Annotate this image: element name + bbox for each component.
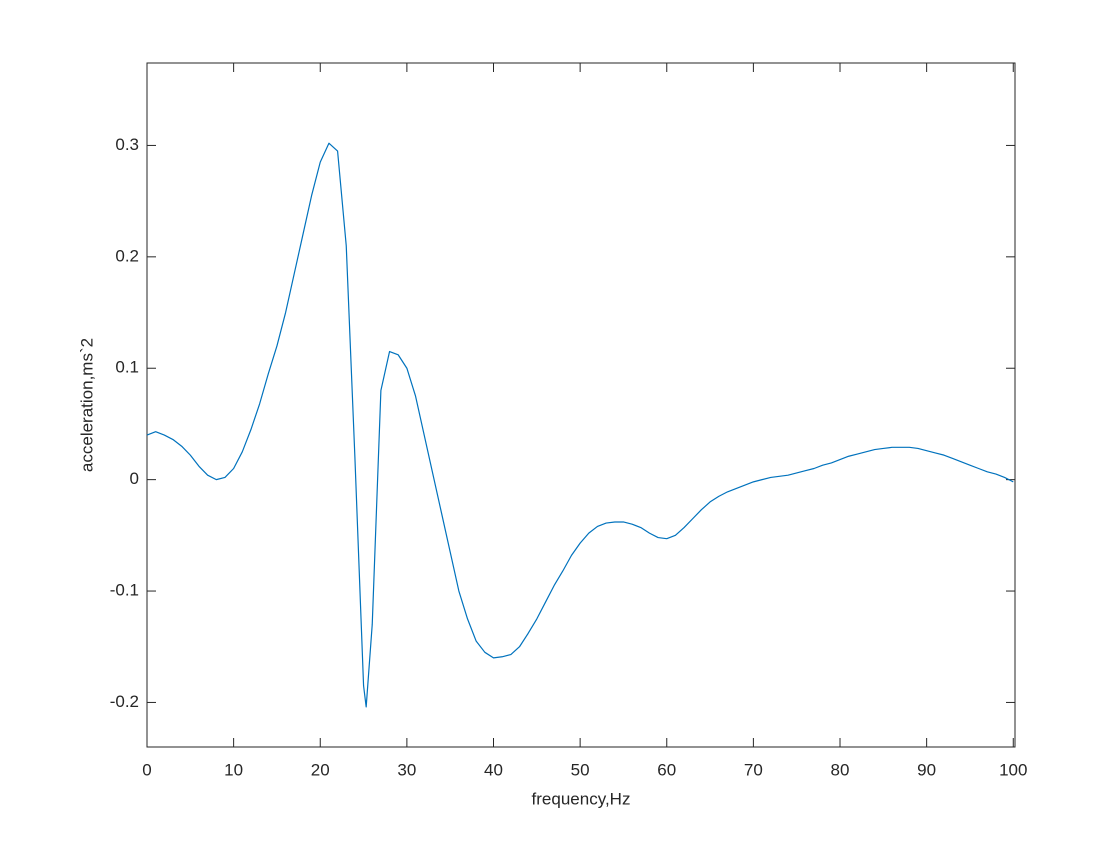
x-tick-label: 10 — [224, 760, 243, 779]
x-tick-label: 100 — [999, 760, 1027, 779]
x-tick-label: 30 — [397, 760, 416, 779]
y-tick-label: 0 — [130, 469, 139, 488]
x-tick-label: 80 — [831, 760, 850, 779]
y-tick-label: -0.2 — [110, 692, 139, 711]
data-line — [146, 142, 1014, 708]
y-tick-label: 0.3 — [115, 135, 139, 154]
x-tick-label: 20 — [311, 760, 330, 779]
x-tick-label: 90 — [917, 760, 936, 779]
y-tick-label: 0.2 — [115, 246, 139, 265]
x-axis-label: frequency,Hz — [532, 789, 631, 808]
y-tick-label: 0.1 — [115, 358, 139, 377]
plot-box — [146, 62, 1016, 748]
x-tick-label: 0 — [142, 760, 151, 779]
y-tick-label: -0.1 — [110, 581, 139, 600]
x-tick-label: 60 — [657, 760, 676, 779]
x-tick-label: 50 — [571, 760, 590, 779]
x-tick-label: 40 — [484, 760, 503, 779]
x-tick-label: 70 — [744, 760, 763, 779]
y-axis-label: acceleration,ms`2 — [77, 338, 96, 472]
